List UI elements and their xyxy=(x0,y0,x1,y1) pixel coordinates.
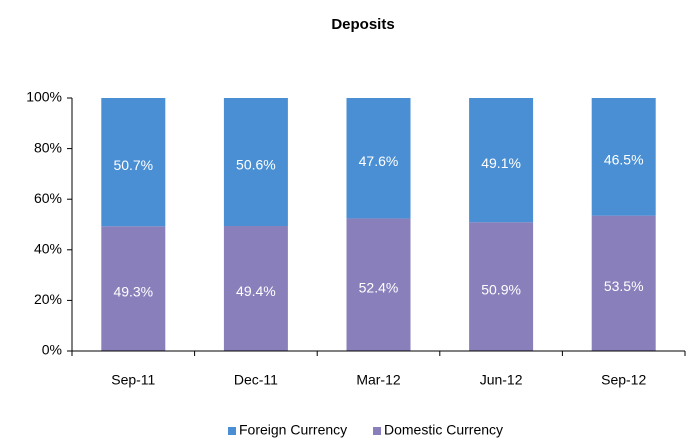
y-tick-label: 20% xyxy=(34,291,62,307)
legend-label: Foreign Currency xyxy=(239,422,347,438)
bar-segment xyxy=(346,98,411,219)
bar-segment xyxy=(469,222,534,351)
y-tick-label: 0% xyxy=(42,342,62,358)
data-label: 53.5% xyxy=(604,278,644,294)
x-tick-label: Mar-12 xyxy=(356,372,401,388)
bar-segment xyxy=(469,98,534,223)
data-label: 46.5% xyxy=(604,152,644,168)
x-tick-label: Sep-11 xyxy=(111,372,155,388)
bar-segment xyxy=(591,215,656,351)
x-tick-label: Sep-12 xyxy=(601,372,646,388)
legend-swatch xyxy=(228,427,236,435)
bar-segment xyxy=(101,98,166,227)
y-tick-label: 100% xyxy=(26,89,62,105)
x-tick-label: Jun-12 xyxy=(480,372,523,388)
data-label: 50.6% xyxy=(236,157,276,173)
bar-segment xyxy=(346,218,411,351)
legend-swatch xyxy=(373,427,381,435)
bar-segment xyxy=(101,226,166,351)
y-tick-label: 40% xyxy=(34,241,62,257)
bar-segment xyxy=(223,98,288,227)
bar-segment xyxy=(223,226,288,351)
data-label: 49.3% xyxy=(113,283,153,299)
data-label: 50.9% xyxy=(481,281,521,297)
data-label: 47.6% xyxy=(359,153,399,169)
data-label: 49.4% xyxy=(236,283,276,299)
legend-label: Domestic Currency xyxy=(384,422,503,438)
y-tick-label: 60% xyxy=(34,190,62,206)
data-label: 50.7% xyxy=(113,157,153,173)
y-tick-label: 80% xyxy=(34,139,62,155)
data-label: 49.1% xyxy=(481,155,521,171)
x-tick-label: Dec-11 xyxy=(234,372,278,388)
chart-title: Deposits xyxy=(331,16,394,33)
bar-segment xyxy=(591,98,656,216)
data-label: 52.4% xyxy=(359,279,399,295)
